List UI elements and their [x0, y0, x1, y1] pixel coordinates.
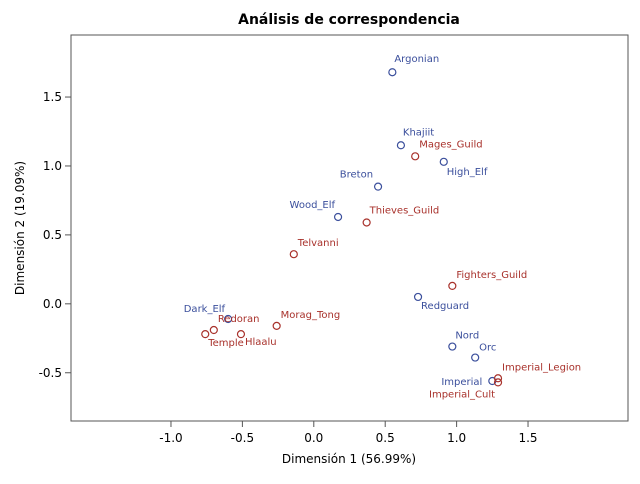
x-tick-label: -0.5	[231, 431, 254, 445]
point-label-redguard: Redguard	[421, 301, 469, 312]
point-imperial-cult	[493, 378, 503, 387]
points-layer: Argonian Khajiit High_Elf Breton Wood_Elf Red…	[184, 54, 581, 400]
chart-title: Análisis de correspondencia	[238, 12, 460, 28]
x-axis-label: Dimensión 1 (56.99%)	[282, 452, 416, 466]
point-hlaalu	[236, 330, 246, 339]
y-tick-label: 0.0	[43, 297, 62, 311]
x-tick-label: 1.0	[447, 431, 466, 445]
point-label-nord: Nord	[455, 331, 479, 342]
point-telvanni	[289, 250, 298, 259]
point-label-morag-tong: Morag_Tong	[281, 310, 341, 321]
point-label-imperial-legion: Imperial_Legion	[502, 362, 581, 373]
point-thieves-guild	[362, 218, 371, 227]
point-label-mages-guild: Mages_Guild	[419, 139, 482, 150]
y-tick-label: 1.5	[43, 90, 62, 104]
x-axis: -1.0 -0.5 0.0 0.5 1.0 1.5	[159, 420, 538, 445]
point-label-orc: Orc	[479, 343, 496, 354]
x-tick-label: 1.5	[518, 431, 537, 445]
point-label-thieves-guild: Thieves_Guild	[369, 205, 440, 216]
point-redoran	[209, 325, 218, 335]
point-argonian	[388, 68, 397, 77]
point-label-imperial: Imperial	[441, 377, 482, 388]
point-label-breton: Breton	[340, 170, 373, 181]
point-label-telvanni: Telvanni	[297, 238, 339, 249]
y-tick-label: 0.5	[43, 228, 62, 242]
point-label-dark-elf: Dark_Elf	[184, 304, 226, 315]
y-tick-label: 1.0	[43, 159, 62, 173]
y-axis-label: Dimensión 2 (19.09%)	[13, 161, 27, 295]
point-label-high-elf: High_Elf	[447, 167, 488, 178]
point-orc	[471, 353, 480, 362]
point-label-temple: Temple	[207, 338, 244, 349]
point-label-fighters-guild: Fighters_Guild	[456, 270, 527, 281]
point-label-hlaalu: Hlaalu	[245, 337, 277, 348]
point-label-wood-elf: Wood_Elf	[290, 200, 336, 211]
point-temple	[201, 330, 210, 339]
point-fighters-guild	[448, 281, 457, 290]
point-morag-tong	[272, 321, 281, 330]
y-axis: -0.5 0.0 0.5 1.0 1.5	[39, 90, 72, 380]
point-nord	[448, 342, 457, 351]
x-tick-label: 0.5	[376, 431, 395, 445]
point-label-khajiit: Khajiit	[403, 127, 434, 138]
point-high-elf	[439, 157, 448, 166]
point-wood-elf	[333, 212, 343, 222]
x-tick-label: 0.0	[304, 431, 323, 445]
point-dark-elf	[224, 314, 233, 324]
point-khajiit	[396, 141, 406, 150]
y-tick-label: -0.5	[39, 366, 62, 380]
x-tick-label: -1.0	[159, 431, 182, 445]
point-mages-guild	[411, 152, 420, 161]
point-redguard	[413, 292, 423, 302]
point-imperial-legion	[493, 374, 503, 383]
point-label-imperial-cult: Imperial_Cult	[429, 389, 495, 400]
point-label-argonian: Argonian	[394, 54, 439, 65]
point-breton	[373, 182, 383, 191]
point-label-redoran: Redoran	[218, 314, 260, 325]
